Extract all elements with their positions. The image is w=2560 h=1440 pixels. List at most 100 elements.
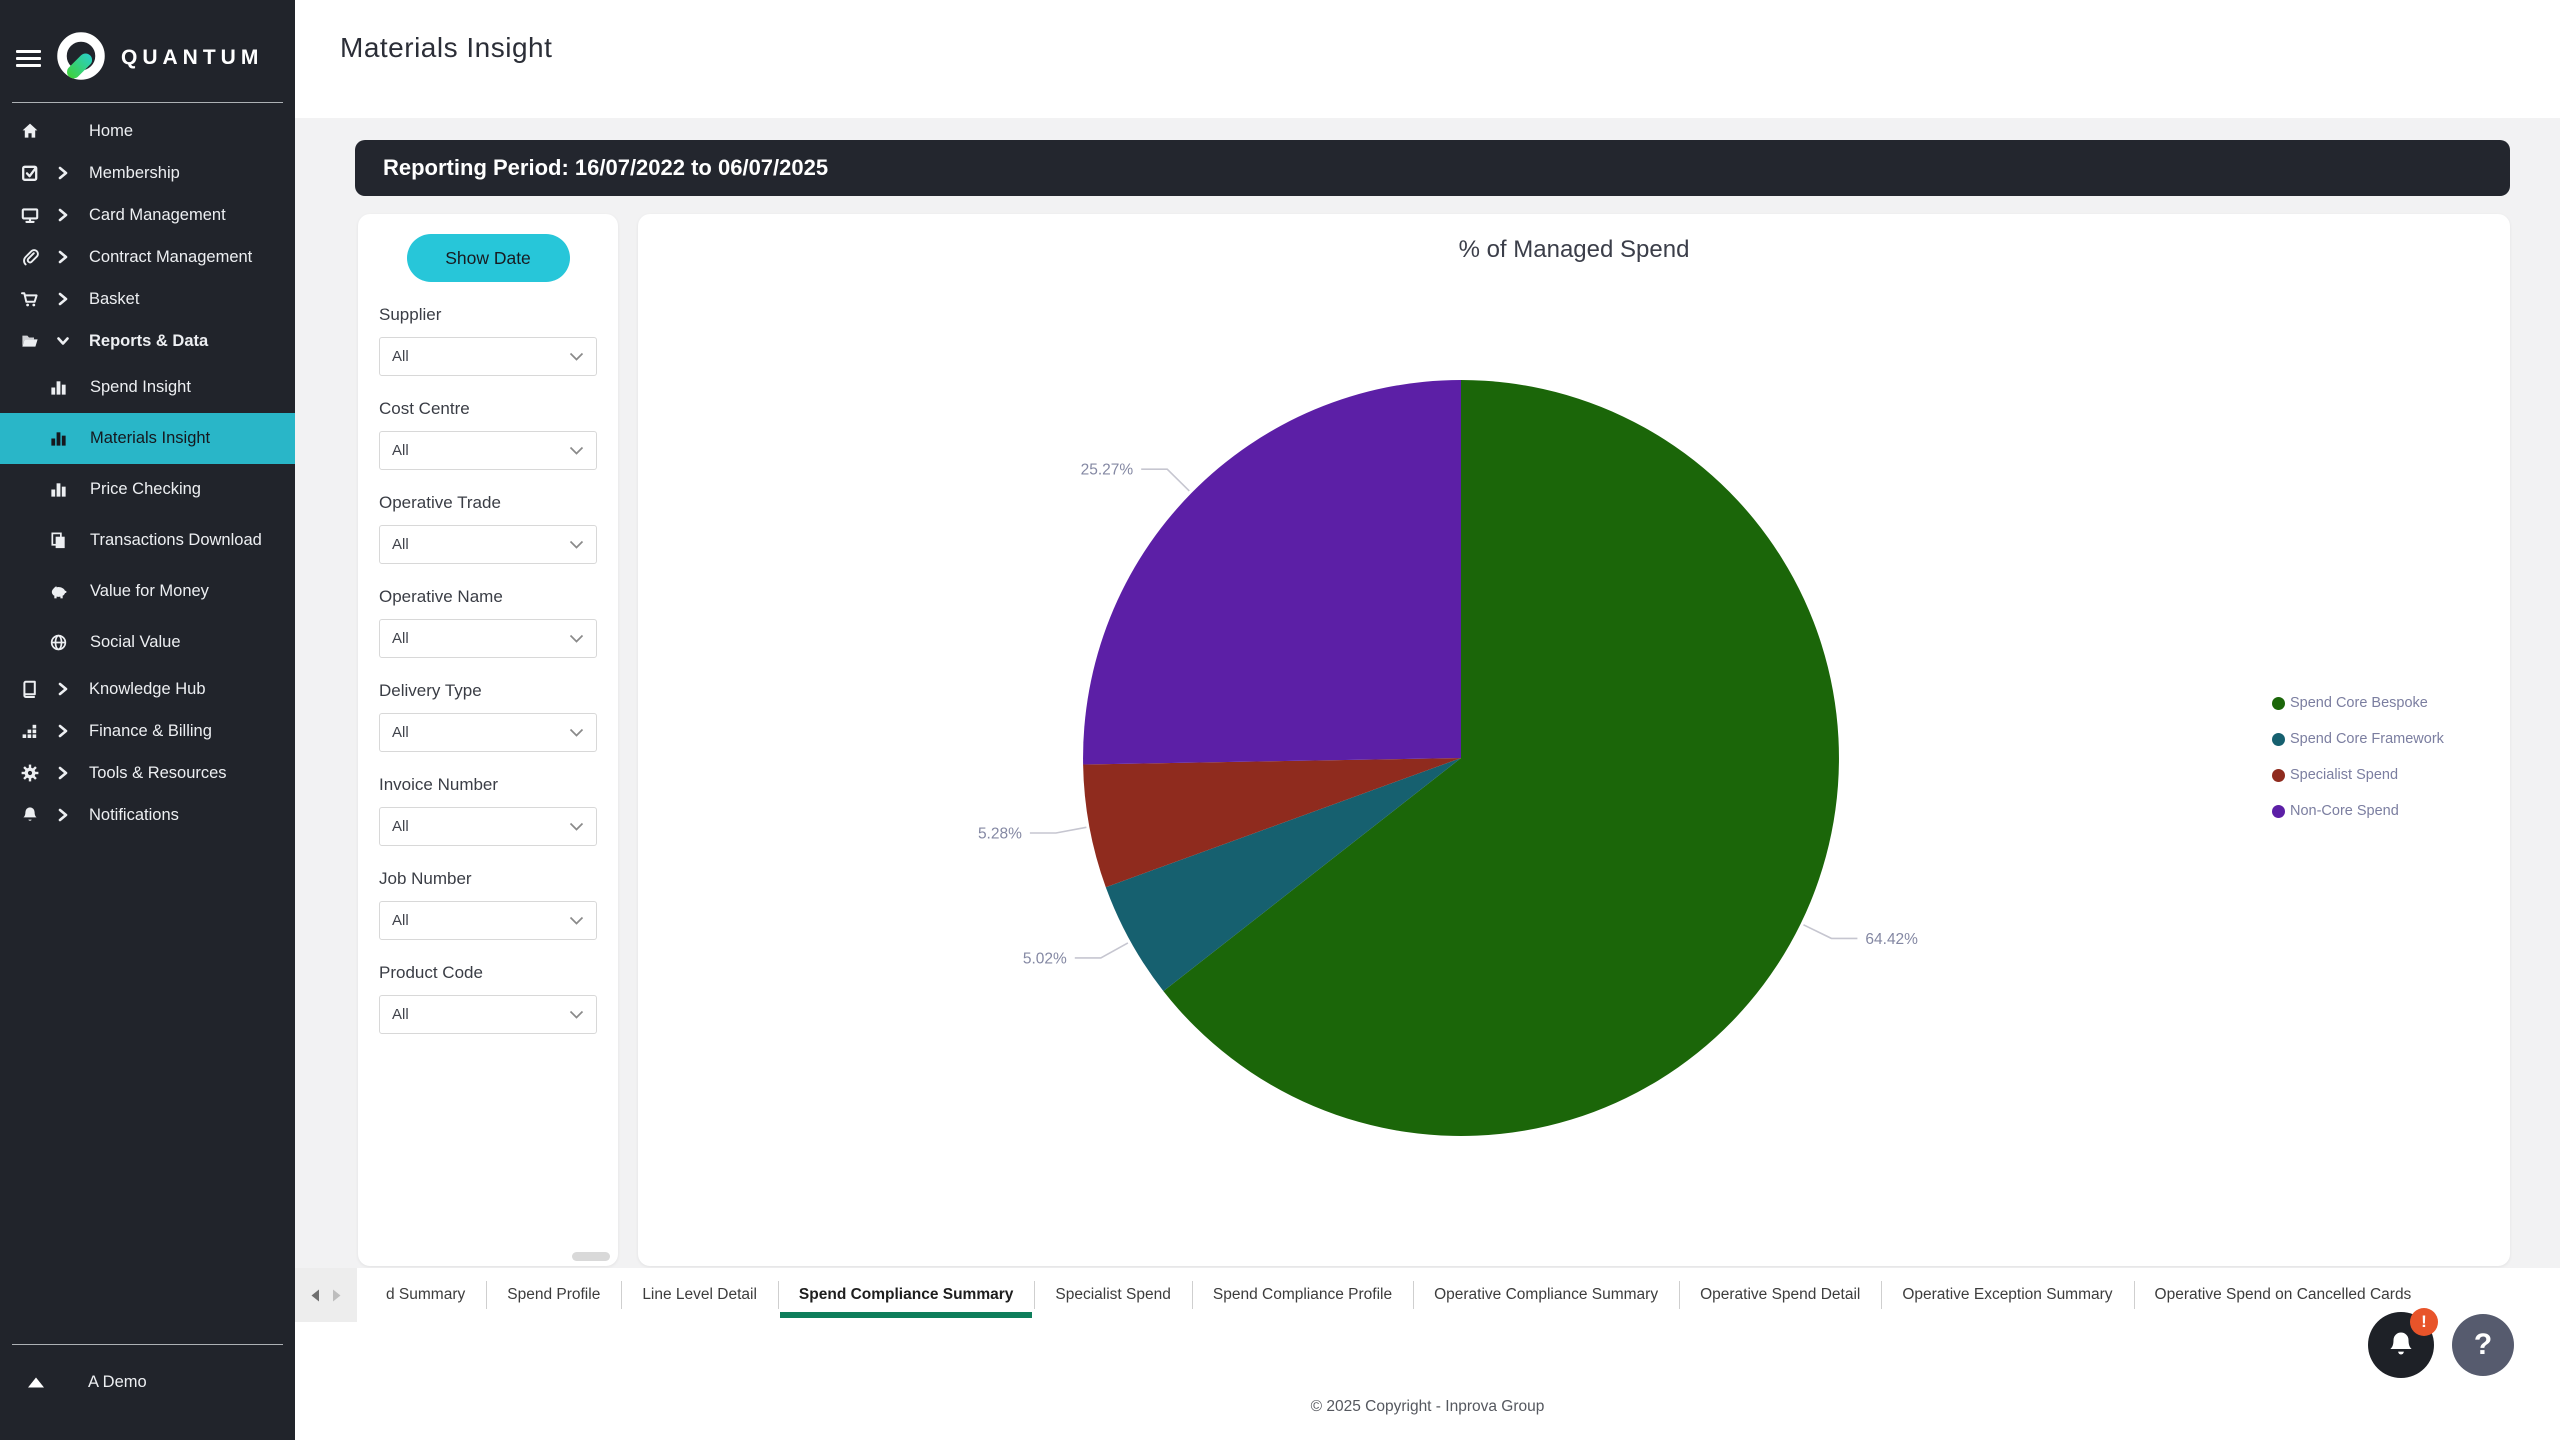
legend-item[interactable]: Spend Core Bespoke [2272,692,2444,714]
check-square-icon [18,163,42,183]
sidebar-item-reports-data[interactable]: Reports & Data [0,320,295,362]
sidebar-item-label: Materials Insight [90,429,211,447]
tab-operative-spend-cancelled-cards[interactable]: Operative Spend on Cancelled Cards [2133,1268,2433,1322]
bar-chart-icon [46,480,70,499]
sidebar: QUANTUM Home Membership [0,0,295,1440]
chevron-right-icon [55,206,75,224]
sidebar-item-finance-billing[interactable]: Finance & Billing [0,710,295,752]
chevron-right-icon [55,806,75,824]
sidebar-item-label: Transactions Download [90,531,262,549]
tab-spend-profile[interactable]: Spend Profile [486,1268,621,1322]
cost-centre-select[interactable]: All [379,431,597,470]
sidebar-subitem-transactions-download[interactable]: Transactions Download [0,515,295,566]
paperclip-icon [18,247,42,267]
tab-prev-icon[interactable] [309,1288,321,1303]
folder-open-icon [18,331,42,351]
sidebar-item-membership[interactable]: Membership [0,152,295,194]
cart-icon [18,289,42,309]
legend-item[interactable]: Non-Core Spend [2272,800,2444,822]
sidebar-subitem-price-checking[interactable]: Price Checking [0,464,295,515]
sidebar-item-notifications[interactable]: Notifications [0,794,295,836]
sidebar-item-home[interactable]: Home [0,110,295,152]
dropdown-chevron-icon [569,728,584,737]
tab-scroll-controls [295,1268,357,1322]
sidebar-item-label: Contract Management [89,247,253,266]
legend-swatch [2272,696,2285,710]
tab-operative-compliance-summary[interactable]: Operative Compliance Summary [1413,1268,1679,1322]
legend-swatch [2272,804,2285,818]
pie-slice[interactable] [1083,380,1461,765]
sidebar-item-label: Social Value [90,633,181,651]
tab-operative-exception-summary[interactable]: Operative Exception Summary [1881,1268,2133,1322]
sidebar-divider [12,102,283,103]
filter-label: Delivery Type [379,681,482,700]
filter-panel: Show Date Supplier All Cost Centre All O… [358,214,618,1266]
filter-label: Operative Name [379,587,503,606]
pie-slice[interactable] [1163,380,1839,1136]
report-tab-bar: d Summary Spend Profile Line Level Detai… [295,1268,2560,1322]
product-code-select[interactable]: All [379,995,597,1034]
sidebar-subitem-spend-insight[interactable]: Spend Insight [0,362,295,413]
tab-operative-spend-detail[interactable]: Operative Spend Detail [1679,1268,1881,1322]
hamburger-menu-icon[interactable] [16,49,41,67]
delivery-type-select[interactable]: All [379,713,597,752]
sidebar-subitem-social-value[interactable]: Social Value [0,617,295,668]
page-title: Materials Insight [340,32,553,63]
help-button[interactable]: ? [2452,1314,2514,1376]
operative-trade-select[interactable]: All [379,525,597,564]
sidebar-item-label: Value for Money [90,582,209,600]
piggy-bank-icon [46,582,70,601]
filter-label: Invoice Number [379,775,499,794]
dropdown-chevron-icon [569,446,584,455]
pie-label-leader-line [1029,826,1087,834]
legend-swatch [2272,732,2285,746]
operative-name-select[interactable]: All [379,619,597,658]
pie-slice[interactable] [1105,758,1461,992]
sidebar-subitem-value-for-money[interactable]: Value for Money [0,566,295,617]
sidebar-item-tools-resources[interactable]: Tools & Resources [0,752,295,794]
chevron-right-icon [55,722,75,740]
pie-slice[interactable] [1083,758,1461,888]
brand-name: QUANTUM [121,46,264,69]
tab-next-icon[interactable] [331,1288,343,1303]
chevron-right-icon [55,680,75,698]
bar-chart-icon [46,378,70,397]
bell-icon [18,805,42,825]
sidebar-item-contract-management[interactable]: Contract Management [0,236,295,278]
globe-icon [46,633,70,652]
sidebar-item-label: Spend Insight [90,378,191,396]
legend-item[interactable]: Specialist Spend [2272,764,2444,786]
chart-title: % of Managed Spend [1458,236,1690,263]
filter-scrollbar-thumb[interactable] [572,1252,610,1261]
reports-data-submenu: Spend Insight Materials Insight Price Ch… [0,362,295,668]
filter-label: Job Number [379,869,472,888]
chart-legend: Spend Core Bespoke Spend Core Framework … [2272,692,2444,836]
page-header: Materials Insight [295,0,2560,119]
sidebar-item-knowledge-hub[interactable]: Knowledge Hub [0,668,295,710]
tab-spend-summary[interactable]: d Summary [386,1286,466,1303]
home-icon [18,121,42,141]
sidebar-subitem-materials-insight[interactable]: Materials Insight [0,413,295,464]
account-menu[interactable]: A Demo [0,1345,295,1392]
bar-chart-icon [46,429,70,448]
pie-label-leader-line [1074,942,1129,959]
tab-spend-compliance-profile[interactable]: Spend Compliance Profile [1191,1268,1413,1322]
invoice-number-select[interactable]: All [379,807,597,846]
notifications-button[interactable]: ! [2368,1308,2438,1378]
chevron-right-icon [55,248,75,266]
sidebar-item-card-management[interactable]: Card Management [0,194,295,236]
account-label: A Demo [88,1373,147,1391]
tab-spend-compliance-summary[interactable]: Spend Compliance Summary [777,1268,1034,1322]
pie-chart[interactable]: 64.42% 5.02% 5.28% 25.27% [638,214,2510,1266]
quantum-logo-icon [53,29,111,87]
sidebar-item-basket[interactable]: Basket [0,278,295,320]
job-number-select[interactable]: All [379,901,597,940]
tab-line-level-detail[interactable]: Line Level Detail [621,1268,778,1322]
reporting-period-banner: Reporting Period: 16/07/2022 to 06/07/20… [355,140,2510,196]
tab-specialist-spend[interactable]: Specialist Spend [1034,1268,1191,1322]
legend-item[interactable]: Spend Core Framework [2272,728,2444,750]
show-date-button[interactable]: Show Date [406,234,570,282]
supplier-select[interactable]: All [379,337,597,376]
brand-bar: QUANTUM [0,0,295,90]
sidebar-item-label: Knowledge Hub [89,679,206,698]
